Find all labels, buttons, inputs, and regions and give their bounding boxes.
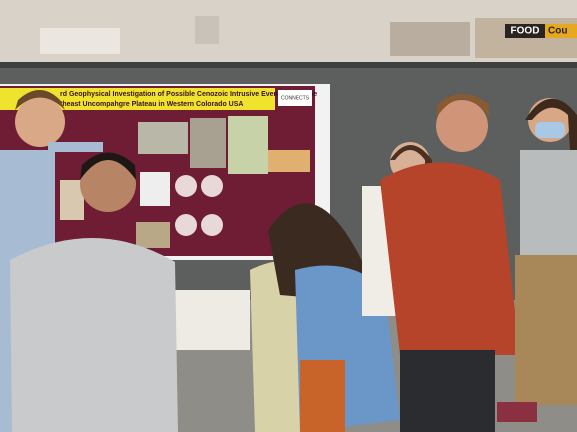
poster-figure bbox=[228, 116, 268, 174]
bleachers bbox=[390, 22, 470, 56]
flannel-shirt bbox=[380, 162, 520, 355]
person bbox=[497, 98, 577, 422]
poster-figure bbox=[201, 214, 223, 236]
food-sign-text: FOOD bbox=[511, 26, 540, 37]
court-sign bbox=[545, 24, 577, 38]
court-sign-text: Cou bbox=[548, 26, 567, 37]
head bbox=[436, 100, 488, 152]
poster-logo-text: CONNECTS bbox=[281, 95, 310, 101]
person bbox=[380, 94, 520, 432]
head bbox=[15, 97, 65, 147]
pants bbox=[400, 350, 495, 432]
poster-figure bbox=[136, 222, 170, 248]
hair bbox=[525, 98, 577, 150]
person bbox=[10, 152, 178, 432]
poster-figure bbox=[175, 175, 197, 197]
hall-window bbox=[40, 28, 120, 54]
poster-logo bbox=[278, 90, 312, 106]
shirt bbox=[520, 150, 577, 260]
table bbox=[170, 290, 250, 350]
poster-title: rd Geophysical Investigation of Possible… bbox=[60, 91, 317, 98]
head bbox=[80, 156, 136, 212]
poster-figure bbox=[190, 118, 226, 168]
hair bbox=[436, 94, 490, 118]
plaid-shirt bbox=[10, 237, 178, 432]
face-mask bbox=[535, 122, 565, 138]
hall-door bbox=[195, 16, 219, 44]
poster-figure bbox=[138, 122, 188, 154]
hair bbox=[80, 152, 136, 180]
food-sign bbox=[505, 24, 545, 38]
pants bbox=[515, 255, 577, 405]
poster-figure bbox=[60, 180, 84, 220]
shoe bbox=[497, 402, 537, 422]
poster-figure bbox=[201, 175, 223, 197]
poster-title: theast Uncompahgre Plateau in Western Co… bbox=[60, 101, 243, 108]
poster-figure bbox=[268, 150, 310, 172]
poster-title-band bbox=[0, 88, 275, 110]
bag bbox=[300, 360, 345, 432]
arm bbox=[48, 142, 103, 152]
poster-figure bbox=[140, 172, 170, 206]
person bbox=[250, 203, 400, 432]
hair bbox=[15, 90, 65, 110]
poster-figure bbox=[175, 214, 197, 236]
wall-top bbox=[0, 62, 577, 68]
